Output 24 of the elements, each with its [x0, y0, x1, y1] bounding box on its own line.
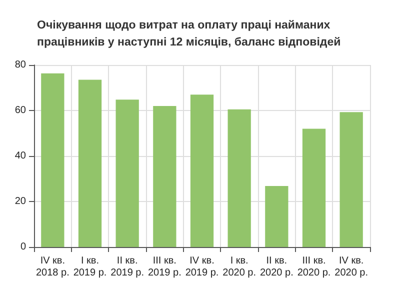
y-tick-label: 80	[14, 60, 26, 70]
chart-title: Очікування щодо витрат на оплату праці найманих працівників у наступні 12 місяців, баланс відповідей	[37, 20, 341, 48]
bar	[302, 128, 326, 247]
y-tick-label: 20	[14, 196, 26, 207]
x-tick-label: II кв. 2019 р.	[110, 256, 144, 278]
y-tick-label: 60	[14, 105, 26, 116]
x-tick-label: IV кв. 2018 р.	[36, 256, 70, 278]
y-tick-label: 0	[20, 242, 26, 252]
bar	[340, 112, 363, 247]
bar	[190, 94, 214, 247]
x-tick-label: IV кв. 2020 р.	[334, 256, 368, 278]
bar	[153, 106, 176, 247]
y-tick-label: 40	[14, 150, 26, 162]
bar	[228, 109, 251, 247]
bar	[41, 73, 64, 247]
x-tick-label: I кв. 2020 р.	[222, 256, 256, 278]
x-tick-label: IV кв. 2019 р.	[185, 256, 219, 278]
x-tick-label: III кв. 2019 р.	[148, 256, 182, 278]
bar	[78, 80, 102, 247]
bar	[116, 100, 139, 247]
x-tick-label: III кв. 2020 р.	[297, 256, 331, 278]
x-tick-label: I кв. 2019 р.	[73, 256, 107, 278]
bar	[265, 186, 288, 247]
x-tick-label: II кв. 2020 р.	[260, 256, 294, 278]
